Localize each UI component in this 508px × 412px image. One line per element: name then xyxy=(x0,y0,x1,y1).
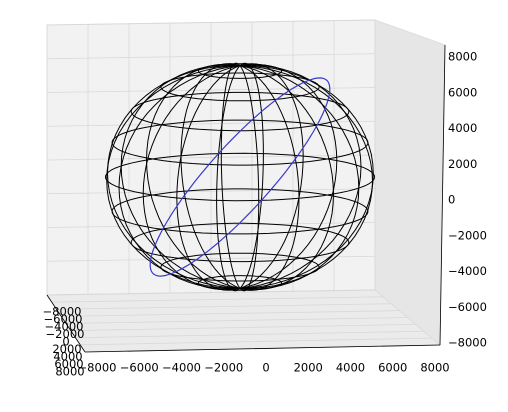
x-tick-label: 0 xyxy=(262,361,269,375)
sphere-parallel xyxy=(197,275,283,291)
x-tick-label: −8000 xyxy=(78,361,117,375)
z-tick-label: −8000 xyxy=(448,336,487,350)
grid-line xyxy=(46,222,376,228)
x-tick-label: −2000 xyxy=(204,361,243,375)
grid-line xyxy=(61,310,400,317)
z-axis-line xyxy=(439,44,446,346)
x-tick-label: 8000 xyxy=(420,361,449,375)
sphere-parallel xyxy=(111,119,369,166)
y-tick-label: 6000 xyxy=(54,357,83,371)
grid-line xyxy=(51,296,384,303)
x-tick-label: 6000 xyxy=(378,361,407,375)
x-tick-label: −4000 xyxy=(162,361,201,375)
grid-line xyxy=(46,188,376,195)
y-axis-line xyxy=(46,294,86,353)
y-tick-label: −6000 xyxy=(44,312,83,326)
x-tick-label: 2000 xyxy=(294,361,323,375)
plot xyxy=(104,62,376,292)
y-tick-label: −4000 xyxy=(45,320,84,334)
grid-line xyxy=(75,330,424,339)
orbit xyxy=(149,77,331,277)
x-tick-label: −6000 xyxy=(120,361,159,375)
grid-line xyxy=(46,53,376,60)
grid-line xyxy=(46,120,376,127)
z-tick-label: 8000 xyxy=(448,50,477,64)
z-tick-label: 0 xyxy=(448,193,455,207)
y-tick-label: −8000 xyxy=(43,305,82,319)
z-tick-label: −2000 xyxy=(448,228,487,242)
z-tick-label: −6000 xyxy=(448,300,487,314)
grid-line xyxy=(46,289,376,296)
x-axis-line xyxy=(84,344,441,353)
labels: −8000 −6000 −4000 −2000 0 2000 4000 6000 8000−80… xyxy=(43,50,487,379)
sphere-parallel xyxy=(160,72,320,102)
y-tick-label: −2000 xyxy=(46,327,85,341)
grid-line xyxy=(70,323,416,332)
sphere-parallel xyxy=(130,91,350,132)
y-tick-label: 2000 xyxy=(52,342,81,356)
grid-line xyxy=(56,303,392,310)
x-tick-label: 4000 xyxy=(336,361,365,375)
sphere-parallel xyxy=(160,252,320,282)
z-tick-label: 2000 xyxy=(448,157,477,171)
sphere-parallel xyxy=(130,222,350,263)
z-tick-label: 4000 xyxy=(448,121,477,135)
z-tick-label: 6000 xyxy=(448,85,477,99)
grid-line xyxy=(46,87,376,93)
y-tick-label: 4000 xyxy=(53,350,82,364)
sphere-parallel xyxy=(197,63,283,79)
right-pane xyxy=(374,19,446,347)
y-tick-label: 0 xyxy=(62,335,69,349)
grid xyxy=(46,19,441,353)
y-tick-label: 8000 xyxy=(55,365,84,379)
grid-line xyxy=(80,337,432,346)
sphere-parallel xyxy=(111,188,369,235)
z-tick-label: −4000 xyxy=(448,264,487,278)
grid-line xyxy=(46,154,376,161)
grid-line xyxy=(46,19,376,26)
grid-line xyxy=(65,317,408,324)
sphere-parallel xyxy=(104,152,376,202)
grid-line xyxy=(46,255,376,262)
